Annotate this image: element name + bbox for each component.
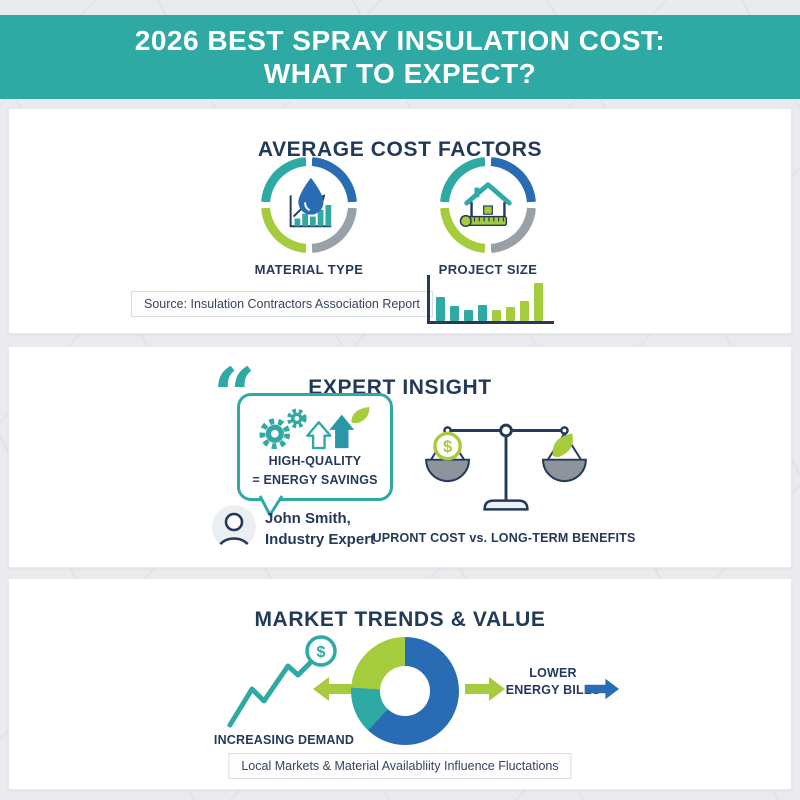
page-title-line1: 2026 BEST SPRAY INSULATION COST:	[134, 24, 666, 56]
svg-text:$: $	[443, 437, 452, 456]
factor-project-size: PROJECT SIZE	[413, 157, 563, 277]
cost-factors-panel: AVERAGE COST FACTORS MATERIAL TYPE	[8, 108, 792, 334]
page-title-line2: WHAT TO EXPECT?	[263, 58, 537, 89]
expert-avatar	[212, 505, 256, 549]
house-measuring-tape-icon	[459, 182, 512, 227]
bills-caption-line2: ENERGY BILLS	[505, 682, 601, 697]
mini-bar	[520, 301, 529, 321]
mini-bar	[506, 307, 515, 321]
project-size-bar-chart	[427, 275, 554, 324]
mini-bar	[478, 305, 487, 321]
arrow-right-icon	[465, 677, 505, 701]
expert-name: John Smith,	[265, 510, 351, 527]
mini-bar	[436, 297, 445, 321]
scale-caption: UPRONT COST vs. LONG-TERM BENEFITS	[372, 531, 636, 545]
mini-bar	[450, 306, 459, 321]
mini-bar	[492, 310, 501, 321]
donut-hole	[380, 666, 430, 716]
arrow-left-icon	[313, 677, 353, 701]
balance-scale-icon: $	[425, 423, 587, 511]
bills-caption: LOWER ENERGY BILLS	[497, 665, 609, 699]
source-note: Source: Insulation Contractors Associati…	[131, 291, 433, 317]
quote-text-line2: = ENERGY SAVINGS	[252, 473, 378, 487]
gears-growth-leaf-icon	[259, 406, 370, 450]
speech-bubble-tail	[258, 495, 284, 517]
source-note: Local Markets & Material Availabliity In…	[228, 753, 572, 779]
quote-text-line1: HIGH-QUALITY	[268, 453, 362, 468]
factor-label: MATERIAL TYPE	[254, 262, 364, 277]
droplet-trend-chart-icon	[289, 177, 332, 228]
arrow-right-blue-icon	[585, 678, 619, 700]
bills-caption-line1: LOWER	[529, 666, 577, 680]
expert-insight-panel: EXPERT INSIGHT “ HIGH-QUALITY = ENERGY S…	[8, 346, 792, 568]
segmented-ring	[440, 157, 536, 253]
expert-insight-heading: EXPERT INSIGHT	[308, 376, 492, 400]
quote-icon: “	[213, 353, 256, 439]
factor-material-type: MATERIAL TYPE	[234, 157, 384, 277]
svg-text:$: $	[317, 644, 326, 661]
mini-bar	[534, 283, 543, 321]
cost-factors-heading: AVERAGE COST FACTORS	[257, 138, 543, 162]
quote-speech-bubble: HIGH-QUALITY = ENERGY SAVINGS	[237, 393, 393, 517]
segmented-ring	[261, 157, 357, 253]
title-banner: 2026 BEST SPRAY INSULATION COST: WHAT TO…	[0, 15, 800, 99]
market-trends-heading: MARKET TRENDS & VALUE	[254, 608, 546, 632]
mini-bar	[464, 310, 473, 321]
expert-attribution: John Smith, Industry Expert	[265, 508, 375, 550]
market-trends-panel: MARKET TRENDS & VALUE $ INCREASING DEMAN…	[8, 578, 792, 790]
increasing-demand-line-icon: $	[227, 635, 337, 728]
market-share-donut	[351, 637, 459, 745]
demand-caption: INCREASING DEMAND	[213, 733, 355, 747]
expert-title: Industry Expert	[265, 531, 376, 548]
factor-label: PROJECT SIZE	[438, 262, 538, 277]
